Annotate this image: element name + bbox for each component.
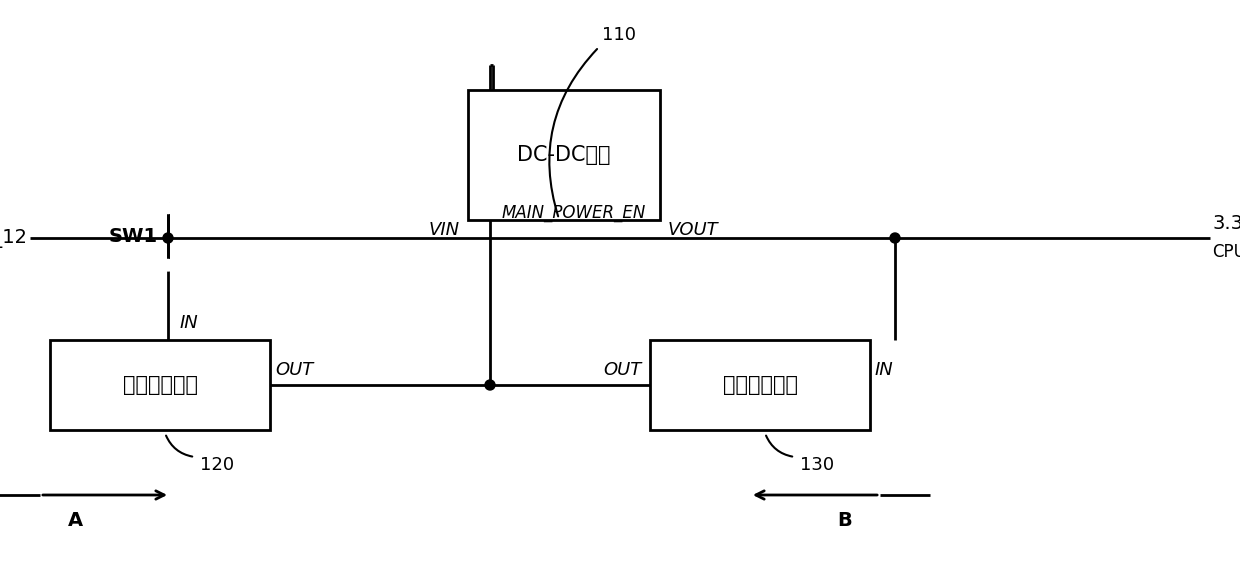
Text: 3.3V: 3.3V bbox=[1211, 214, 1240, 233]
FancyBboxPatch shape bbox=[50, 340, 270, 430]
Text: 第一防反电路: 第一防反电路 bbox=[123, 375, 197, 395]
Circle shape bbox=[162, 203, 174, 213]
Circle shape bbox=[162, 233, 174, 243]
Text: DC-DC电路: DC-DC电路 bbox=[517, 145, 611, 165]
Text: A: A bbox=[67, 511, 83, 530]
Text: OUT: OUT bbox=[604, 361, 642, 379]
Circle shape bbox=[890, 233, 900, 243]
FancyBboxPatch shape bbox=[467, 90, 660, 220]
Circle shape bbox=[485, 380, 495, 390]
Text: IN: IN bbox=[180, 314, 198, 332]
FancyBboxPatch shape bbox=[650, 340, 870, 430]
Text: SW1: SW1 bbox=[109, 227, 157, 246]
Text: 130: 130 bbox=[800, 456, 835, 474]
Text: VOUT: VOUT bbox=[668, 221, 719, 239]
Text: IN: IN bbox=[875, 361, 894, 379]
Text: MAIN_POWER_EN: MAIN_POWER_EN bbox=[502, 203, 646, 221]
Text: VIN: VIN bbox=[429, 221, 460, 239]
Text: 110: 110 bbox=[601, 26, 636, 44]
Text: B: B bbox=[838, 511, 852, 530]
Text: 第二防反电路: 第二防反电路 bbox=[723, 375, 797, 395]
Text: V_12: V_12 bbox=[0, 228, 29, 247]
Text: OUT: OUT bbox=[275, 361, 314, 379]
Circle shape bbox=[162, 260, 174, 270]
Text: 120: 120 bbox=[200, 456, 234, 474]
Text: CPU: CPU bbox=[1211, 243, 1240, 261]
